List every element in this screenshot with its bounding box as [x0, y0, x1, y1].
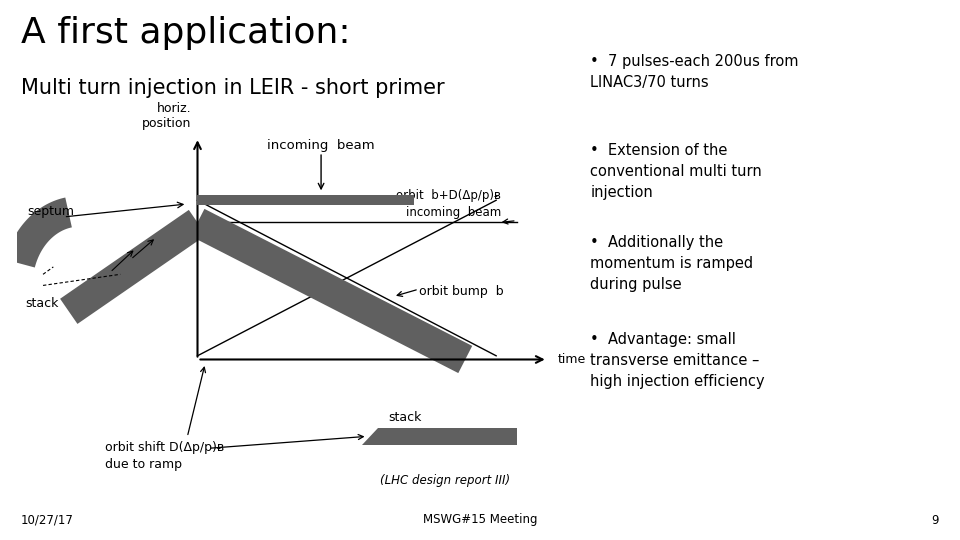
- Text: orbit shift D(Δp/p)ᴃ
due to ramp: orbit shift D(Δp/p)ᴃ due to ramp: [105, 441, 224, 471]
- Text: MSWG#15 Meeting: MSWG#15 Meeting: [422, 514, 538, 526]
- Text: •  Advantage: small
transverse emittance –
high injection efficiency: • Advantage: small transverse emittance …: [590, 332, 765, 389]
- Text: stack: stack: [25, 296, 59, 309]
- Text: time: time: [558, 353, 587, 366]
- Text: horiz.
position: horiz. position: [142, 102, 191, 130]
- FancyBboxPatch shape: [198, 195, 414, 205]
- Text: stack: stack: [388, 411, 421, 424]
- Text: A first application:: A first application:: [21, 16, 350, 50]
- Text: 10/27/17: 10/27/17: [21, 514, 74, 526]
- Polygon shape: [362, 428, 516, 444]
- Text: •  7 pulses-each 200us from
LINAC3/70 turns: • 7 pulses-each 200us from LINAC3/70 tur…: [590, 54, 799, 90]
- Text: septum: septum: [28, 205, 75, 218]
- Text: •  Additionally the
momentum is ramped
during pulse: • Additionally the momentum is ramped du…: [590, 235, 754, 292]
- Text: •  Extension of the
conventional multi turn
injection: • Extension of the conventional multi tu…: [590, 143, 762, 200]
- Text: orbit bump  b: orbit bump b: [419, 286, 504, 299]
- Text: 9: 9: [931, 514, 939, 526]
- Text: orbit  b+D(Δp/p)ᴃ
incoming  beam: orbit b+D(Δp/p)ᴃ incoming beam: [396, 189, 501, 219]
- Text: Multi turn injection in LEIR - short primer: Multi turn injection in LEIR - short pri…: [21, 78, 444, 98]
- Text: (LHC design report III): (LHC design report III): [379, 474, 510, 487]
- Text: incoming  beam: incoming beam: [267, 139, 375, 152]
